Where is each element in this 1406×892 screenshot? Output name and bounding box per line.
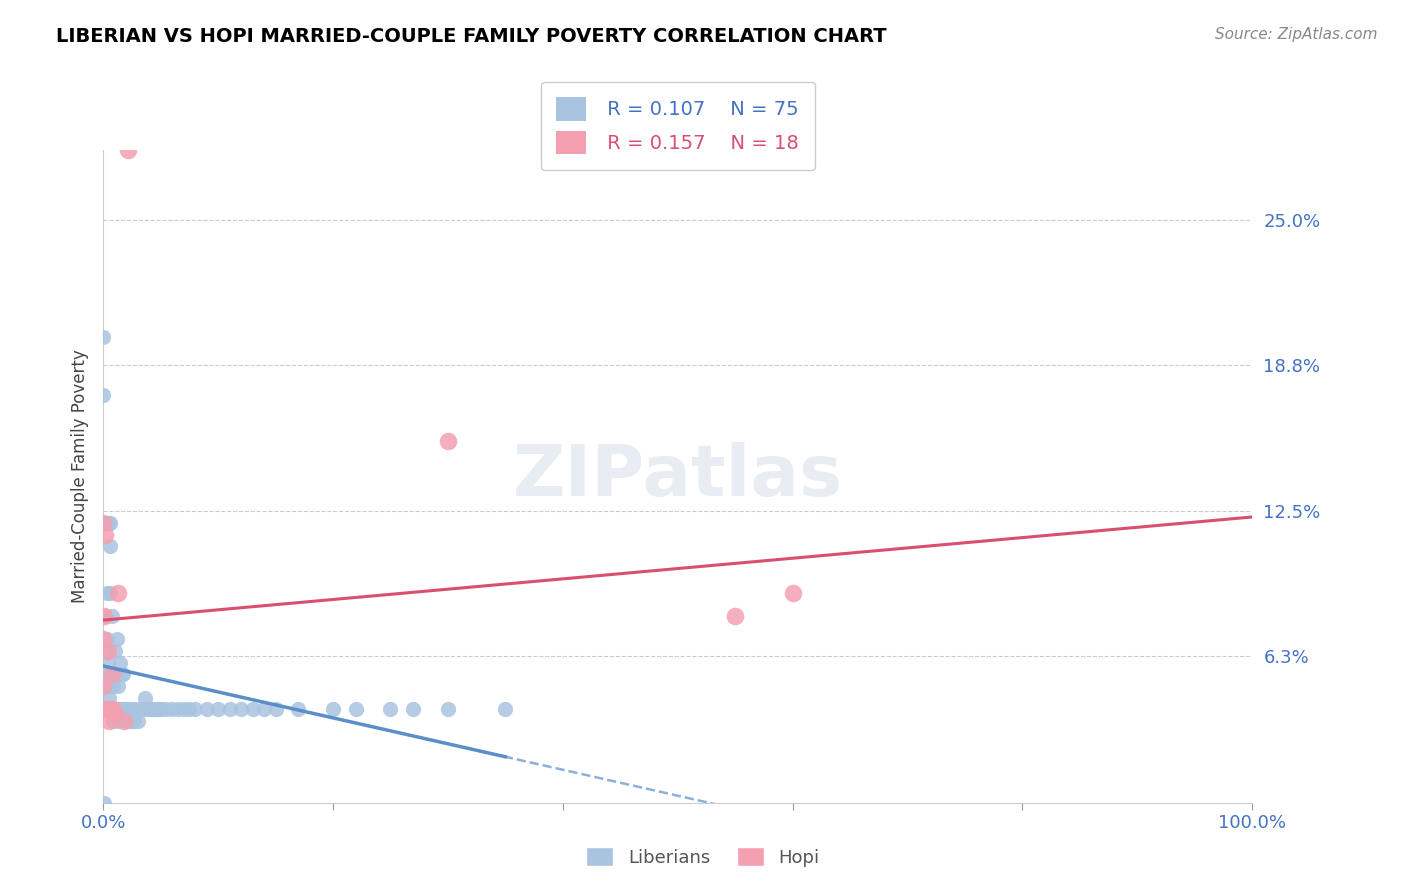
Point [115,702,138,716]
Point [129,702,152,716]
Point [98,539,121,553]
Point [91,516,114,530]
Point [402,702,425,716]
Point [97,667,120,681]
Point [103,679,125,693]
Point [264,702,287,716]
Point [127,714,149,728]
Point [94,527,117,541]
Point [101,667,124,681]
Point [253,702,276,716]
Point [724,609,747,624]
Point [107,714,129,728]
Point [124,702,146,716]
Point [242,702,264,716]
Text: Source: ZipAtlas.com: Source: ZipAtlas.com [1215,27,1378,42]
Point [93,796,115,810]
Point [218,702,240,716]
Point [112,714,135,728]
Point [117,143,139,157]
Point [93,609,115,624]
Point [782,586,804,600]
Point [135,702,157,716]
Point [344,702,367,716]
Point [96,632,118,647]
Point [173,702,195,716]
Point [149,702,172,716]
Point [91,679,114,693]
Point [141,702,163,716]
Point [97,644,120,658]
Point [117,702,139,716]
Point [96,644,118,658]
Point [145,702,167,716]
Point [104,707,127,722]
Point [117,702,139,716]
Point [93,702,115,716]
Point [494,702,516,716]
Point [138,702,160,716]
Point [94,516,117,530]
Point [148,702,170,716]
Point [105,632,128,647]
Text: LIBERIAN VS HOPI MARRIED-COUPLE FAMILY POVERTY CORRELATION CHART: LIBERIAN VS HOPI MARRIED-COUPLE FAMILY P… [56,27,887,45]
Point [94,609,117,624]
Point [114,714,136,728]
Point [229,702,252,716]
Point [110,702,132,716]
Point [91,388,114,402]
Point [107,586,129,600]
Point [97,516,120,530]
Point [110,656,132,670]
Point [107,679,129,693]
Point [98,516,121,530]
Point [121,702,143,716]
Point [122,714,145,728]
Legend: Liberians, Hopi: Liberians, Hopi [579,840,827,874]
Point [110,702,132,716]
Point [97,690,120,705]
Y-axis label: Married-Couple Family Poverty: Married-Couple Family Poverty [72,350,89,603]
Point [101,609,124,624]
Point [98,586,121,600]
Point [103,702,125,716]
Point [97,714,120,728]
Point [118,714,141,728]
Point [91,632,114,647]
Point [380,702,402,716]
Point [437,702,460,716]
Point [104,702,127,716]
Point [195,702,218,716]
Point [100,702,122,716]
Point [93,702,115,716]
Point [100,667,122,681]
Point [155,702,177,716]
Point [166,702,188,716]
Point [111,667,134,681]
Point [322,702,344,716]
Point [96,586,118,600]
Text: ZIPatlas: ZIPatlas [513,442,842,511]
Point [134,690,156,705]
Point [122,714,145,728]
Point [142,702,165,716]
Point [104,644,127,658]
Point [179,702,201,716]
Point [112,702,135,716]
Point [110,667,132,681]
Point [97,656,120,670]
Point [207,702,229,716]
Point [437,434,460,449]
Point [160,702,183,716]
Point [131,702,153,716]
Point [184,702,207,716]
Point [287,702,309,716]
Point [103,714,125,728]
Point [101,702,124,716]
Point [97,679,120,693]
Point [91,329,114,343]
Point [105,702,128,716]
Point [98,702,121,716]
Legend:  R = 0.107    N = 75,  R = 0.157    N = 18: R = 0.107 N = 75, R = 0.157 N = 18 [541,81,814,169]
